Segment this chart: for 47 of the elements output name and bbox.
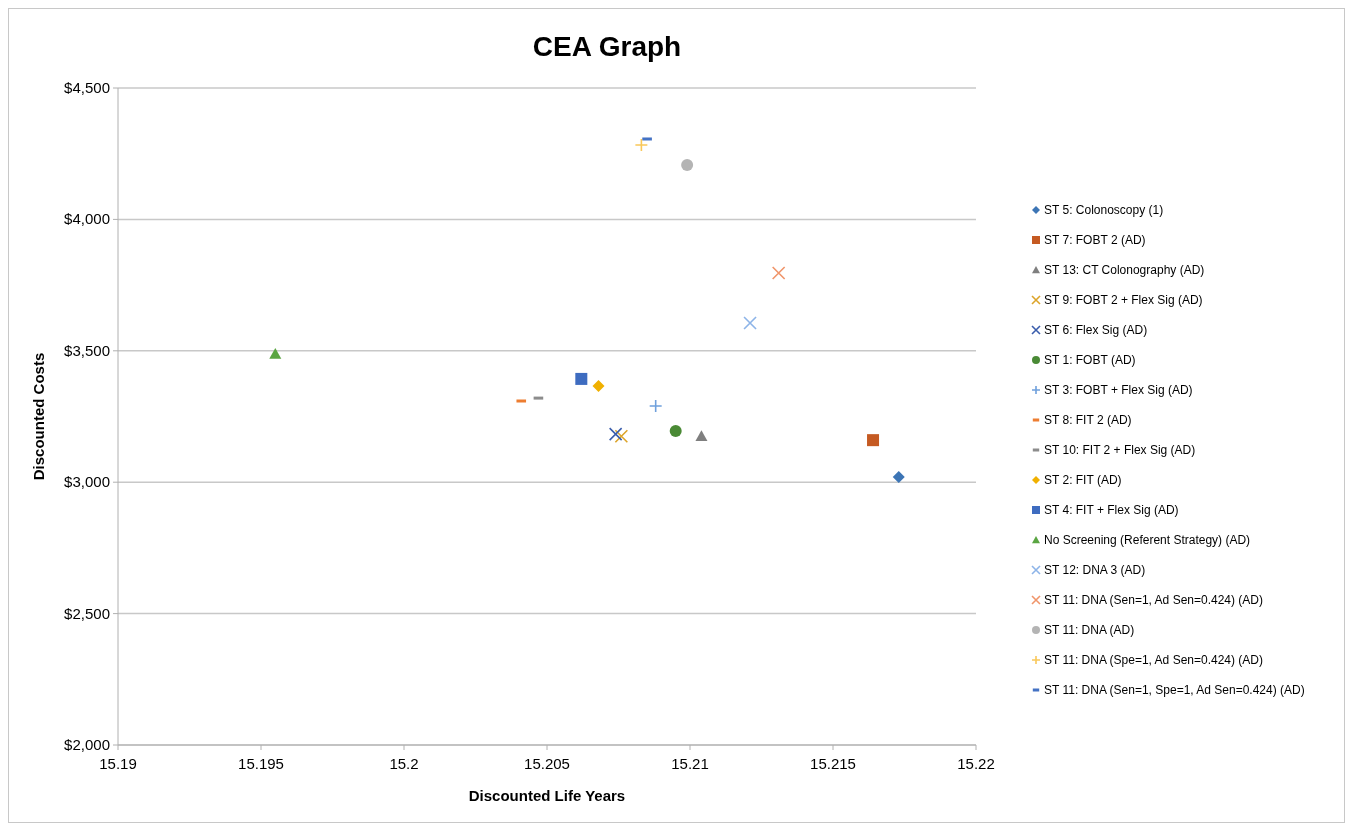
x-axis-title: Discounted Life Years bbox=[468, 787, 626, 804]
point bbox=[269, 347, 282, 359]
point bbox=[575, 372, 588, 385]
legend-label: ST 13: CT Colonography (AD) bbox=[1044, 263, 1205, 277]
point bbox=[867, 434, 880, 447]
chart-title: CEA Graph bbox=[532, 31, 682, 62]
y-axis-title: Discounted Costs bbox=[30, 352, 47, 481]
y-tick-label: $4,500 bbox=[64, 79, 110, 96]
point bbox=[892, 470, 905, 483]
legend-label: ST 11: DNA (Sen=1, Spe=1, Ad Sen=0.424) (AD) bbox=[1044, 683, 1305, 697]
x-tick-label: 15.2 bbox=[389, 755, 419, 772]
legend-label: ST 4: FIT + Flex Sig (AD) bbox=[1044, 503, 1179, 517]
x-tick-label: 15.22 bbox=[957, 755, 995, 772]
legend-label: ST 5: Colonoscopy (1) bbox=[1044, 203, 1164, 217]
legend-label: ST 2: FIT (AD) bbox=[1044, 473, 1122, 487]
x-tick-label: 15.205 bbox=[524, 755, 570, 772]
point bbox=[743, 316, 757, 330]
point bbox=[648, 399, 663, 413]
legend-label: ST 9: FOBT 2 + Flex Sig (AD) bbox=[1044, 293, 1203, 307]
y-tick-label: $4,000 bbox=[64, 210, 110, 228]
legend-label: ST 11: DNA (Sen=1, Ad Sen=0.424) (AD) bbox=[1044, 593, 1264, 607]
point bbox=[681, 159, 694, 171]
point bbox=[771, 266, 786, 280]
point bbox=[614, 429, 629, 444]
legend-label: ST 10: FIT 2 + Flex Sig (AD) bbox=[1044, 443, 1196, 457]
y-tick-label: $3,500 bbox=[64, 341, 110, 359]
point bbox=[669, 424, 682, 437]
legend-label: ST 6: Flex Sig (AD) bbox=[1044, 323, 1148, 337]
legend-label: No Screening (Referent Strategy) (AD) bbox=[1044, 533, 1251, 547]
point bbox=[592, 380, 605, 393]
legend-label: ST 8: FIT 2 (AD) bbox=[1044, 413, 1132, 427]
legend-label: ST 3: FOBT + Flex Sig (AD) bbox=[1044, 383, 1193, 397]
point bbox=[634, 138, 649, 152]
x-tick-label: 15.21 bbox=[671, 755, 709, 772]
x-tick-label: 15.215 bbox=[810, 755, 856, 772]
x-tick-label: 15.19 bbox=[99, 755, 137, 772]
legend-label: ST 12: DNA 3 (AD) bbox=[1044, 563, 1146, 577]
point bbox=[695, 430, 708, 442]
y-tick-label: $2,500 bbox=[64, 604, 110, 622]
legend-label: ST 7: FOBT 2 (AD) bbox=[1044, 233, 1146, 247]
legend-label: ST 1: FOBT (AD) bbox=[1044, 353, 1136, 367]
legend-label: ST 11: DNA (Spe=1, Ad Sen=0.424) (AD) bbox=[1044, 653, 1264, 667]
legend-label: ST 11: DNA (AD) bbox=[1044, 623, 1135, 637]
y-tick-label: $3,000 bbox=[64, 473, 110, 491]
point bbox=[608, 427, 623, 441]
y-tick-label: $2,000 bbox=[64, 736, 110, 753]
x-tick-label: 15.195 bbox=[238, 755, 284, 772]
